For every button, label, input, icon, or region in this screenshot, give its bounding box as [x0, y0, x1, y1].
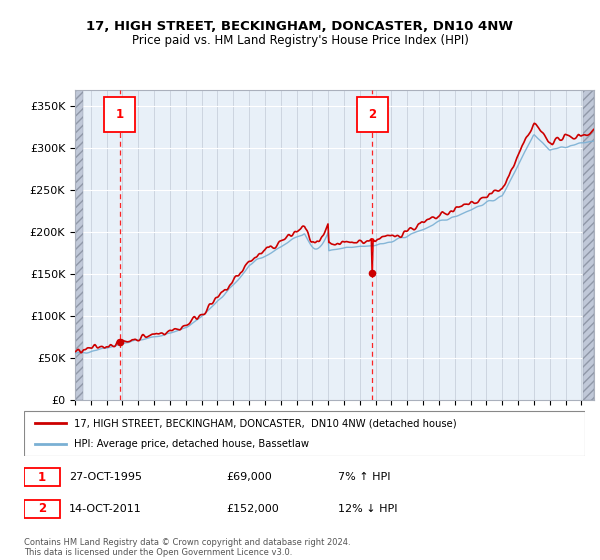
FancyBboxPatch shape	[104, 97, 135, 132]
Text: 12% ↓ HPI: 12% ↓ HPI	[338, 504, 398, 514]
Text: 2: 2	[368, 108, 376, 121]
FancyBboxPatch shape	[24, 411, 585, 456]
Bar	[583, 90, 594, 400]
FancyBboxPatch shape	[357, 97, 388, 132]
Text: 17, HIGH STREET, BECKINGHAM, DONCASTER,  DN10 4NW (detached house): 17, HIGH STREET, BECKINGHAM, DONCASTER, …	[74, 418, 457, 428]
Bar	[75, 90, 83, 400]
Text: 7% ↑ HPI: 7% ↑ HPI	[338, 472, 391, 482]
Text: 1: 1	[38, 470, 46, 484]
FancyBboxPatch shape	[24, 468, 61, 486]
Text: 27-OCT-1995: 27-OCT-1995	[69, 472, 142, 482]
FancyBboxPatch shape	[24, 500, 61, 517]
Text: £69,000: £69,000	[226, 472, 272, 482]
Text: £152,000: £152,000	[226, 504, 279, 514]
Text: 17, HIGH STREET, BECKINGHAM, DONCASTER, DN10 4NW: 17, HIGH STREET, BECKINGHAM, DONCASTER, …	[86, 20, 514, 32]
Text: 2: 2	[38, 502, 46, 515]
Text: Price paid vs. HM Land Registry's House Price Index (HPI): Price paid vs. HM Land Registry's House …	[131, 34, 469, 46]
Text: 1: 1	[116, 108, 124, 121]
Text: HPI: Average price, detached house, Bassetlaw: HPI: Average price, detached house, Bass…	[74, 440, 310, 450]
Text: 14-OCT-2011: 14-OCT-2011	[69, 504, 142, 514]
Text: Contains HM Land Registry data © Crown copyright and database right 2024.
This d: Contains HM Land Registry data © Crown c…	[24, 538, 350, 557]
